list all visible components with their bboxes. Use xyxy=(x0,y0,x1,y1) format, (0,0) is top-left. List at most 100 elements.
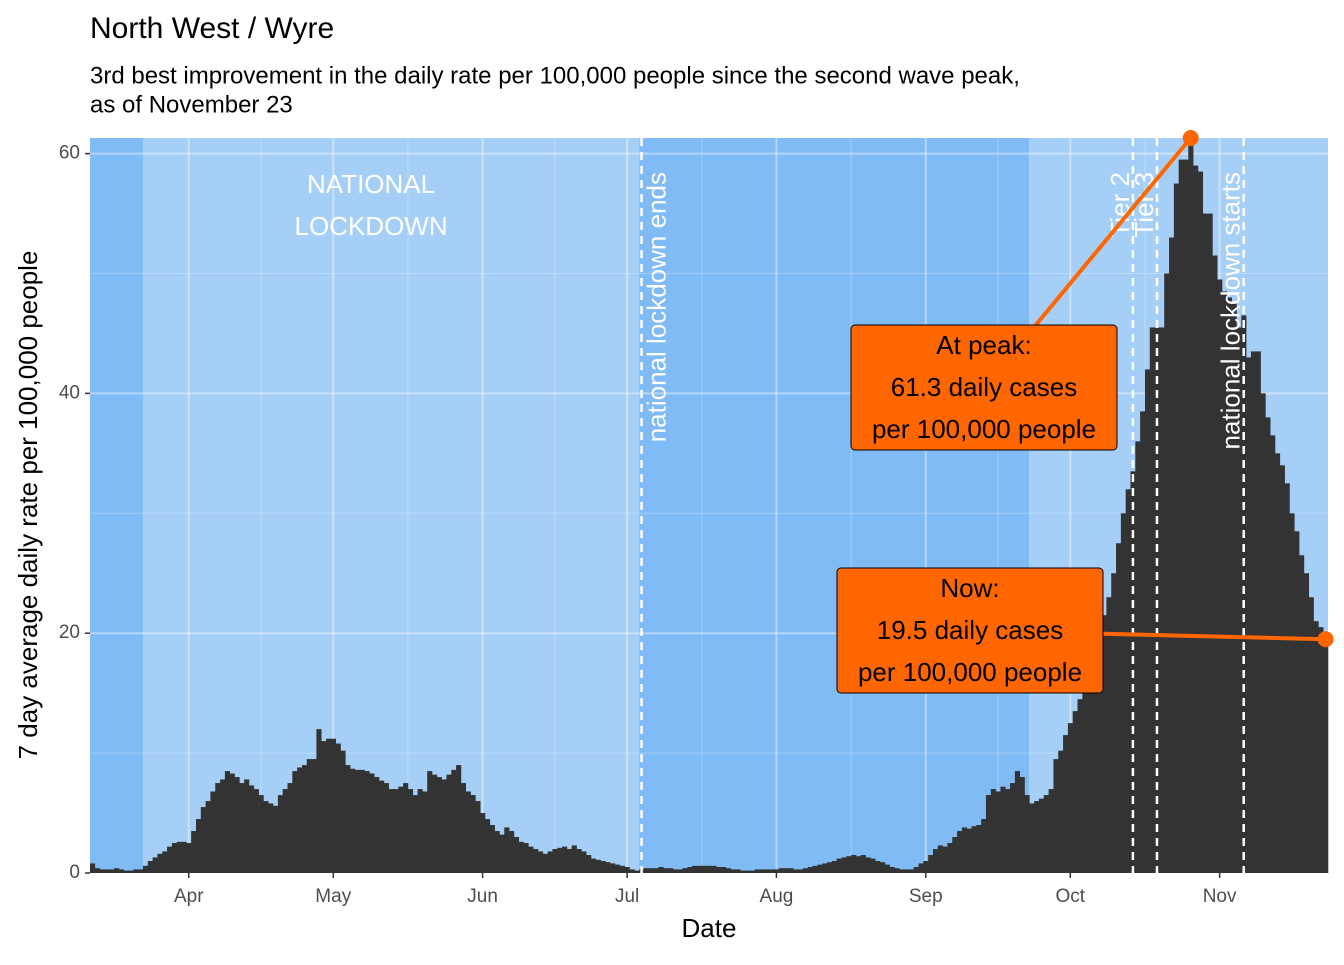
bar xyxy=(1087,675,1093,873)
bar xyxy=(513,837,520,873)
bar xyxy=(1159,327,1165,874)
y-tick-label: 20 xyxy=(59,622,80,643)
bar xyxy=(1029,803,1035,873)
bar xyxy=(446,774,452,873)
bar xyxy=(990,789,996,873)
bar xyxy=(109,869,115,873)
bar xyxy=(875,861,881,873)
bar xyxy=(658,867,664,873)
bar xyxy=(696,865,703,873)
event-label: national lockdown starts xyxy=(1216,172,1246,449)
region xyxy=(639,138,1030,873)
bar xyxy=(971,826,977,873)
bar xyxy=(672,869,678,873)
bar xyxy=(432,774,438,873)
bar xyxy=(379,780,385,873)
bar xyxy=(1178,159,1184,873)
bar xyxy=(523,843,529,873)
bar xyxy=(624,867,630,873)
x-tick-label: Sep xyxy=(909,886,943,907)
bar xyxy=(571,845,577,873)
bar xyxy=(1275,453,1281,873)
bar xyxy=(489,825,495,873)
bar xyxy=(1308,597,1314,873)
bar xyxy=(1222,291,1228,873)
bar xyxy=(1091,657,1098,873)
x-tick-label: Jun xyxy=(467,886,498,907)
bar xyxy=(1318,627,1324,873)
bar xyxy=(1010,783,1016,873)
bar xyxy=(769,869,775,873)
bar xyxy=(152,857,158,873)
bar xyxy=(653,868,659,873)
bar xyxy=(1024,795,1030,873)
bar xyxy=(1140,411,1146,873)
x-tick-label: Nov xyxy=(1203,886,1237,907)
bar xyxy=(1072,711,1078,873)
bar xyxy=(629,869,635,873)
bar xyxy=(1207,213,1213,873)
bar xyxy=(721,867,727,873)
bar xyxy=(253,789,259,873)
bar xyxy=(234,777,240,873)
bar xyxy=(1279,465,1285,873)
bar xyxy=(427,771,433,873)
bar xyxy=(923,861,929,873)
bar xyxy=(345,765,351,873)
bar xyxy=(576,849,582,873)
bar xyxy=(1193,165,1199,873)
bar xyxy=(615,864,621,873)
bar xyxy=(928,855,934,873)
bar xyxy=(1164,273,1170,874)
bar xyxy=(590,858,597,873)
bar xyxy=(547,851,553,873)
bar xyxy=(1246,357,1252,873)
bar xyxy=(754,869,760,873)
bar xyxy=(1173,183,1179,873)
x-tick-label: Apr xyxy=(174,886,204,907)
bar xyxy=(961,827,968,873)
annotation-text: 19.5 daily cases xyxy=(877,615,1063,645)
bar xyxy=(301,765,308,873)
bar xyxy=(162,851,168,873)
x-axis-label: Date xyxy=(682,913,737,943)
bar xyxy=(1250,351,1257,873)
x-tick-label: Oct xyxy=(1056,886,1086,907)
y-tick-label: 0 xyxy=(69,862,80,883)
bar xyxy=(1005,789,1011,873)
bar xyxy=(167,846,173,873)
bar xyxy=(542,853,548,873)
bar xyxy=(634,870,640,873)
bar xyxy=(528,846,534,873)
bar xyxy=(860,855,866,873)
bar xyxy=(1303,573,1310,873)
chart-subtitle: as of November 23 xyxy=(90,91,293,118)
bar xyxy=(316,729,322,873)
bar xyxy=(1135,441,1141,873)
bar xyxy=(976,825,982,873)
bar xyxy=(1212,255,1218,873)
bar xyxy=(138,869,144,873)
bar xyxy=(749,870,756,873)
bar xyxy=(1188,138,1194,873)
bar xyxy=(913,867,919,873)
bar xyxy=(643,868,650,873)
bar xyxy=(456,765,462,873)
bar xyxy=(899,869,905,873)
bar xyxy=(403,783,409,873)
bar xyxy=(894,868,900,873)
bar xyxy=(171,843,178,873)
bar xyxy=(552,849,558,873)
bar xyxy=(133,869,139,873)
bar xyxy=(889,867,895,873)
bar xyxy=(273,805,279,873)
bar xyxy=(1265,417,1271,873)
bar xyxy=(778,868,784,873)
bar xyxy=(798,869,804,873)
bar xyxy=(451,769,457,873)
bar xyxy=(99,869,105,873)
bar xyxy=(870,858,876,873)
bar xyxy=(383,783,389,873)
bar xyxy=(1077,699,1083,873)
